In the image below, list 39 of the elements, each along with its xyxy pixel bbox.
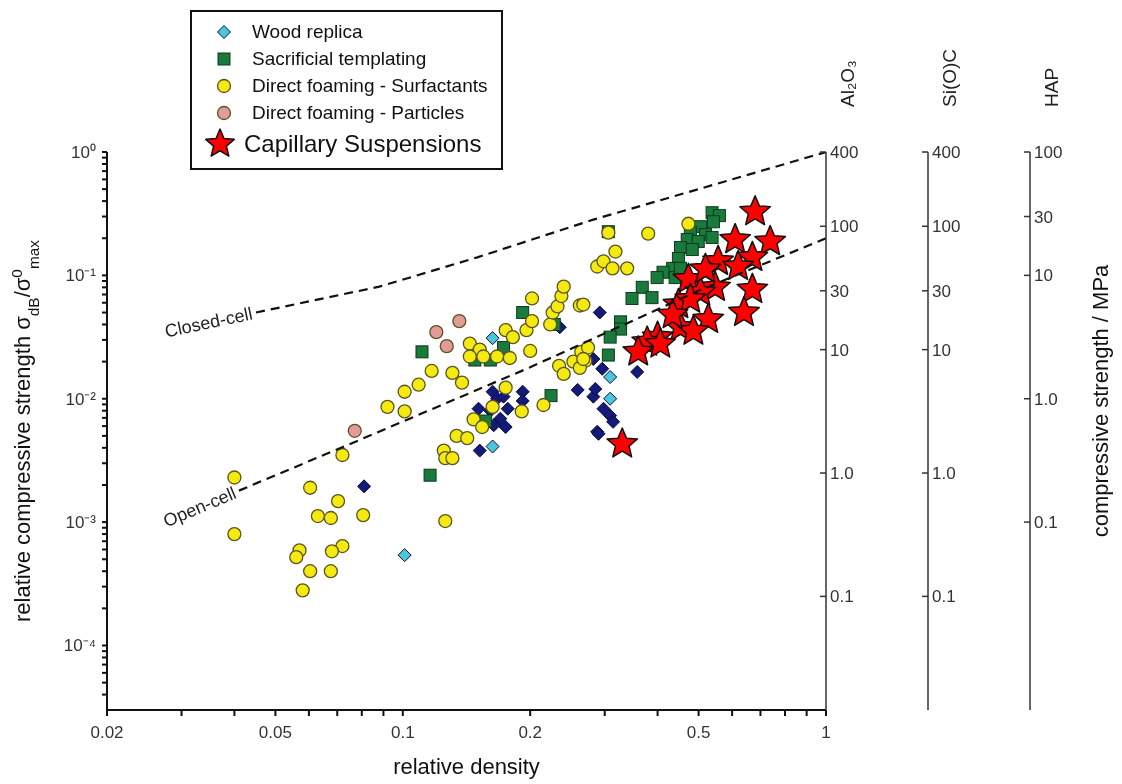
legend-label: Sacrificial templating [252,47,427,70]
y-tick-label: 10⁰ [71,142,96,162]
legend-label: Direct foaming - Particles [252,101,465,124]
text: Closed-cell [162,303,255,342]
text: 100 [830,216,859,236]
text: 0.1 [830,586,854,606]
text: HAP [1041,67,1062,107]
legend-label: Wood replica [252,20,363,43]
text: 1.0 [932,463,956,483]
legend-label: Capillary Suspensions [244,130,482,158]
y-tick-label: 10⁻³ [65,512,97,532]
y-tick-label: 10⁻¹ [65,265,97,285]
text: 10 [932,340,951,360]
x-tick-label: 0.1 [390,722,415,742]
text: 100 [932,216,961,236]
text: 10 [830,340,849,360]
text: 1.0 [830,463,854,483]
x-tick-label: 0.05 [258,722,292,742]
y-tick-label: 10⁻² [65,389,97,409]
text: 10 [1034,265,1053,285]
legend-label: Direct foaming - Surfactants [252,74,488,97]
text: 30 [830,281,849,301]
text: compressive strength / MPa [1088,263,1113,538]
text: 30 [932,281,951,301]
text: Si(O)C [939,48,960,107]
text: 400 [932,142,961,162]
text: 400 [830,142,859,162]
x-axis-title: relative density [393,754,540,779]
x-tick-label: 0.02 [90,722,124,742]
text: 100 [1034,142,1063,162]
x-tick-label: 1 [821,722,831,742]
text: 0.1 [932,586,956,606]
text: 1.0 [1034,389,1058,409]
y-tick-label: 10⁻⁴ [63,635,96,655]
text: 30 [1034,207,1053,227]
text: Al₂O₃ [837,60,858,107]
x-tick-label: 0.5 [686,722,711,742]
text: 0.1 [1034,512,1058,532]
x-tick-label: 0.2 [518,722,543,742]
